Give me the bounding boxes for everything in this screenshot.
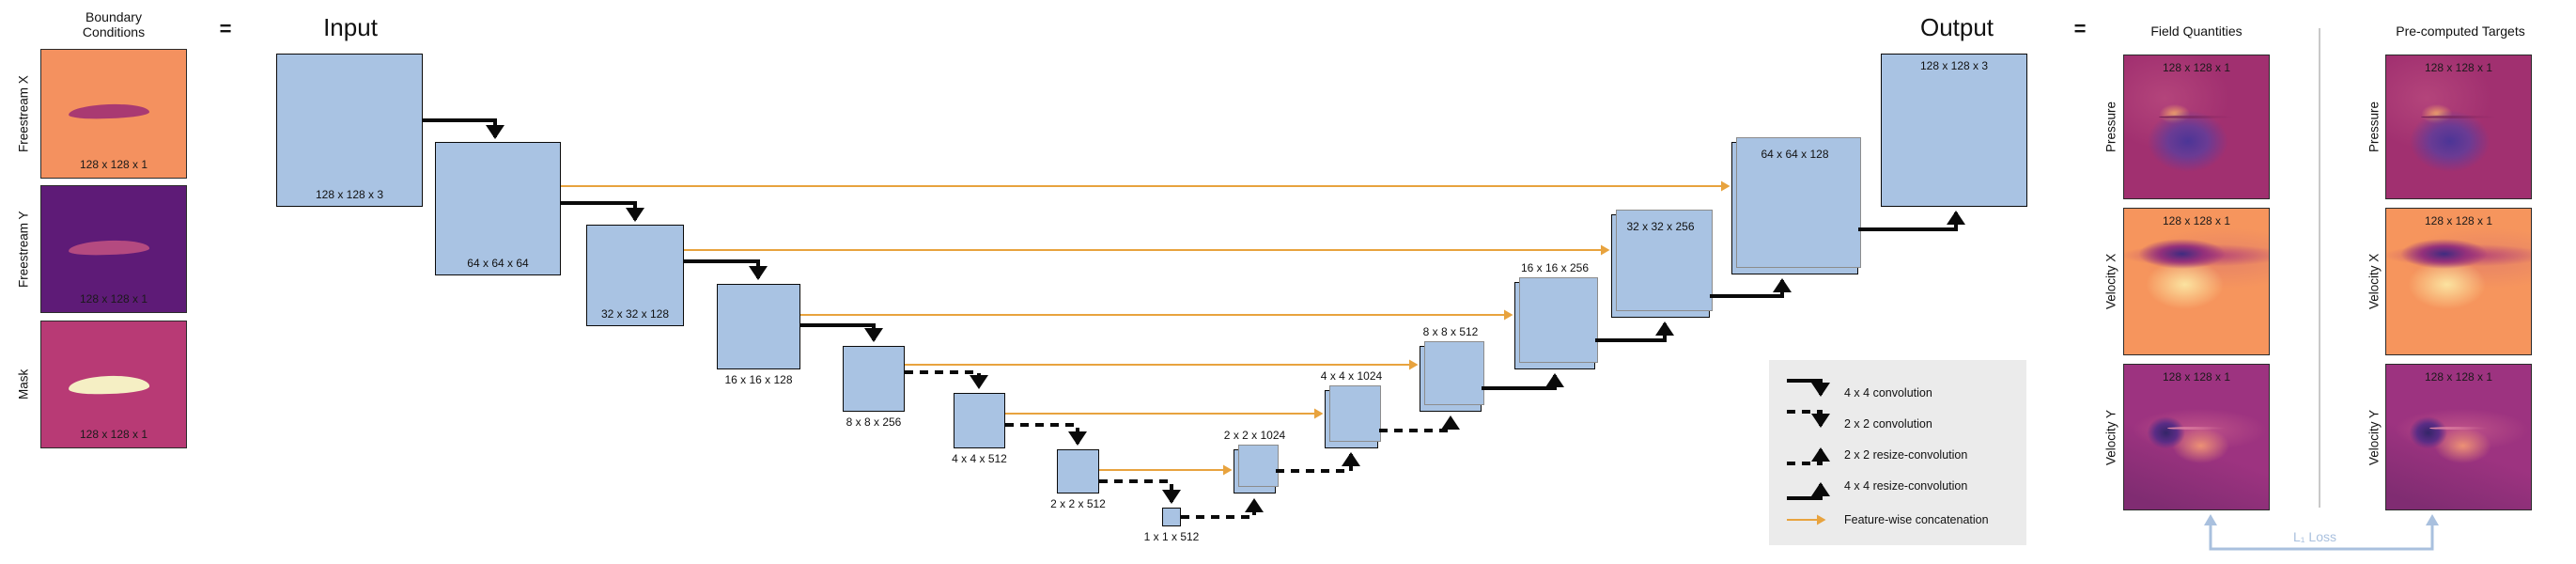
- input-title: Input: [323, 13, 378, 41]
- velocity-x-field-caption: 128 x 128 x 1: [2162, 214, 2231, 227]
- velocity-y-field-caption: 128 x 128 x 1: [2162, 370, 2231, 384]
- boundary-conditions-title: Boundary Conditions: [40, 9, 187, 39]
- velocity-y-target-image: 128 x 128 x 1: [2385, 364, 2532, 510]
- block-input: 128 x 128 x 3: [276, 54, 423, 207]
- resize-arrow-16-32: [1595, 321, 1674, 342]
- freestream-y-image: 128 x 128 x 1: [40, 185, 187, 313]
- block-enc-8: 8 x 8 x 256: [843, 346, 905, 429]
- airfoil-shape: [2158, 115, 2235, 118]
- mask-caption: 128 x 128 x 1: [79, 428, 148, 441]
- conv-arrow-2-1: [1099, 479, 1181, 504]
- velocity-y-target-label: Velocity Y: [2367, 409, 2382, 465]
- block-dims: 64 x 64 x 64: [467, 257, 529, 270]
- block-dims: 4 x 4 x 512: [952, 452, 1007, 465]
- block-enc-32: 32 x 32 x 128: [586, 225, 684, 326]
- airfoil-shape: [68, 374, 150, 395]
- decoder-resize2-arrows: [1181, 415, 1460, 519]
- pressure-label: Pressure: [2103, 101, 2118, 153]
- block-bottleneck-1: 1 x 1 x 512: [1144, 508, 1199, 543]
- velocity-x-target-image: 128 x 128 x 1: [2385, 208, 2532, 355]
- block-dims: 1 x 1 x 512: [1143, 530, 1200, 543]
- conv-arrow-4-2: [1005, 423, 1087, 446]
- equals-sign-left: =: [219, 17, 232, 40]
- legend-item-2x2-conv: 2 x 2 convolution: [1844, 417, 1932, 431]
- equals-sign-right: =: [2073, 17, 2087, 40]
- resize-arrow-64-output: [1858, 211, 1965, 231]
- freestream-y-caption: 128 x 128 x 1: [79, 292, 148, 306]
- block-dims: 2 x 2 x 1024: [1223, 429, 1286, 442]
- block-dims: 64 x 64 x 128: [1761, 148, 1829, 161]
- mask-label: Mask: [16, 368, 31, 400]
- resize-arrow-2-4: [1276, 452, 1360, 473]
- block-enc-2: 2 x 2 x 512: [1050, 449, 1106, 510]
- block-dims: 4 x 4 x 1024: [1320, 369, 1383, 383]
- block-dec-16: 16 x 16 x 256: [1514, 261, 1598, 369]
- block-dims: 32 x 32 x 256: [1626, 220, 1695, 233]
- freestream-x-caption: 128 x 128 x 1: [79, 158, 148, 171]
- block-enc-4: 4 x 4 x 512: [952, 393, 1007, 465]
- resize-arrow-1-2: [1181, 498, 1264, 519]
- boundary-title-line2: Conditions: [82, 24, 146, 39]
- resize-arrow-8-16: [1482, 373, 1564, 390]
- block-dims: 128 x 128 x 3: [1919, 59, 1989, 72]
- velocity-x-label: Velocity X: [2103, 253, 2118, 310]
- pressure-target-image: 128 x 128 x 1: [2385, 55, 2532, 199]
- freestream-x-image: 128 x 128 x 1: [40, 49, 187, 179]
- block-dec-2: 2 x 2 x 1024: [1224, 429, 1285, 494]
- block-dec-64: 64 x 64 x 128: [1731, 137, 1861, 274]
- velocity-y-target-caption: 128 x 128 x 1: [2424, 370, 2493, 384]
- block-dec-4: 4 x 4 x 1024: [1321, 369, 1382, 448]
- encoder-conv2-arrows: [905, 370, 1181, 504]
- resize-arrow-32-64: [1710, 278, 1792, 298]
- block-dims: 8 x 8 x 256: [846, 415, 902, 429]
- block-dims: 16 x 16 x 128: [724, 373, 793, 386]
- legend-item-4x4-conv: 4 x 4 convolution: [1844, 386, 1932, 400]
- block-dims: 8 x 8 x 512: [1422, 325, 1479, 338]
- boundary-title-line1: Boundary: [85, 9, 142, 24]
- velocity-x-field-image: 128 x 128 x 1: [2123, 208, 2270, 355]
- resize-arrow-4-8: [1379, 415, 1460, 432]
- pressure-field-image: 128 x 128 x 1: [2123, 55, 2270, 199]
- pressure-field-caption: 128 x 128 x 1: [2162, 61, 2231, 74]
- conv-arrow-input-64: [423, 118, 504, 139]
- block-output: 128 x 128 x 3: [1881, 54, 2027, 207]
- velocity-x-target-label: Velocity X: [2367, 253, 2382, 310]
- conv-arrow-32-16: [684, 259, 768, 280]
- l1-loss-label: L₁ Loss: [2293, 529, 2336, 544]
- block-dims: 128 x 128 x 3: [315, 188, 384, 201]
- output-title: Output: [1919, 13, 1994, 41]
- block-enc-64: 64 x 64 x 64: [435, 142, 561, 275]
- block-dims: 16 x 16 x 256: [1520, 261, 1590, 274]
- mask-image: 128 x 128 x 1: [40, 321, 187, 448]
- block-dims: 32 x 32 x 128: [600, 307, 670, 321]
- velocity-y-label: Velocity Y: [2103, 409, 2118, 465]
- block-dec-8: 8 x 8 x 512: [1420, 325, 1484, 412]
- pressure-target-caption: 128 x 128 x 1: [2424, 61, 2493, 74]
- airfoil-shape: [2167, 427, 2226, 431]
- conv-arrow-64-32: [561, 201, 644, 222]
- block-enc-16: 16 x 16 x 128: [717, 284, 800, 386]
- airfoil-shape: [2420, 115, 2497, 118]
- freestream-y-label: Freestream Y: [16, 211, 31, 288]
- freestream-x-label: Freestream X: [16, 75, 31, 152]
- legend-item-2x2-resize: 2 x 2 resize-convolution: [1844, 448, 1968, 462]
- precomputed-targets-title: Pre-computed Targets: [2396, 24, 2525, 39]
- velocity-y-field-image: 128 x 128 x 1: [2123, 364, 2270, 510]
- airfoil-shape: [2429, 427, 2488, 431]
- airfoil-shape: [69, 102, 150, 120]
- airfoil-shape: [69, 239, 150, 256]
- legend-item-4x4-resize: 4 x 4 resize-convolution: [1844, 479, 1968, 493]
- block-dec-32: 32 x 32 x 256: [1611, 210, 1713, 318]
- legend-item-concat: Feature-wise concatenation: [1844, 513, 1989, 526]
- conv-arrow-16-8: [800, 323, 883, 342]
- block-dims: 2 x 2 x 512: [1050, 497, 1106, 510]
- pressure-target-label: Pressure: [2367, 101, 2382, 153]
- legend-box: 4 x 4 convolution 2 x 2 convolution 2 x …: [1769, 360, 2026, 545]
- field-quantities-title: Field Quantities: [2150, 24, 2242, 39]
- velocity-x-target-caption: 128 x 128 x 1: [2424, 214, 2493, 227]
- conv-arrow-8-4: [905, 370, 988, 389]
